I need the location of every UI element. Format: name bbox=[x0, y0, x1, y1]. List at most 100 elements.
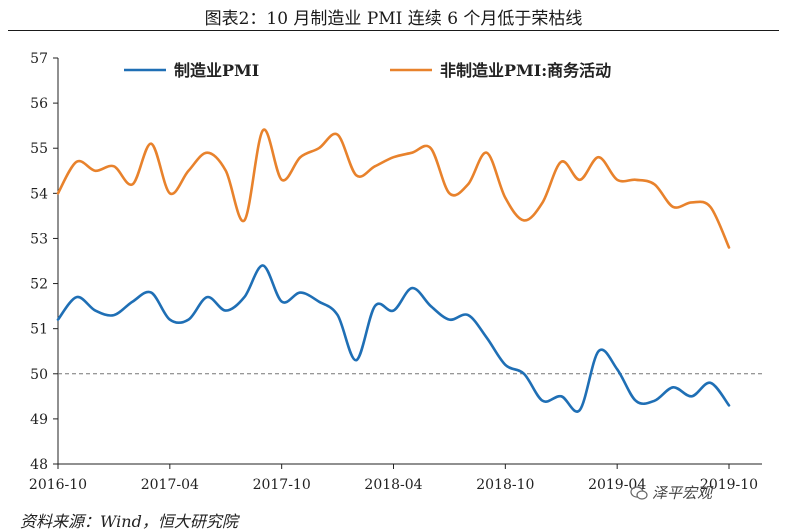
data-point bbox=[280, 300, 282, 302]
data-point bbox=[523, 219, 525, 221]
data-point bbox=[560, 395, 562, 397]
data-point bbox=[579, 179, 581, 181]
y-tick-label: 54 bbox=[30, 186, 48, 202]
data-point bbox=[672, 206, 674, 208]
data-point bbox=[299, 156, 301, 158]
y-tick-label: 48 bbox=[30, 457, 48, 473]
data-point bbox=[169, 192, 171, 194]
data-point bbox=[653, 183, 655, 185]
wechat-icon bbox=[630, 486, 648, 500]
data-point bbox=[206, 152, 208, 154]
data-point bbox=[709, 382, 711, 384]
y-tick-label: 57 bbox=[30, 51, 48, 67]
data-point bbox=[187, 318, 189, 320]
data-point bbox=[280, 179, 282, 181]
data-point bbox=[691, 201, 693, 203]
y-tick-label: 52 bbox=[30, 277, 48, 293]
data-point bbox=[131, 183, 133, 185]
data-point bbox=[579, 409, 581, 411]
manufacturing-pmi-line bbox=[56, 264, 731, 413]
x-tick-label: 2018-04 bbox=[364, 477, 422, 493]
data-point bbox=[653, 400, 655, 402]
data-point bbox=[392, 309, 394, 311]
x-tick-label: 2017-04 bbox=[141, 477, 199, 493]
data-point bbox=[560, 161, 562, 163]
x-tick-label: 2016-10 bbox=[29, 477, 87, 493]
data-point bbox=[374, 165, 376, 167]
data-point bbox=[392, 156, 394, 158]
data-point bbox=[616, 179, 618, 181]
data-point bbox=[336, 133, 338, 135]
x-tick-label: 2019-10 bbox=[700, 477, 758, 493]
data-point bbox=[57, 192, 59, 194]
data-point bbox=[262, 264, 264, 266]
data-point bbox=[467, 314, 469, 316]
data-point bbox=[485, 336, 487, 338]
data-point bbox=[206, 296, 208, 298]
y-tick-label: 50 bbox=[30, 367, 48, 383]
y-tick-label: 55 bbox=[30, 141, 48, 157]
data-point bbox=[541, 201, 543, 203]
data-point bbox=[131, 300, 133, 302]
data-point bbox=[355, 174, 357, 176]
data-point bbox=[709, 206, 711, 208]
data-point bbox=[299, 291, 301, 293]
data-point bbox=[113, 314, 115, 316]
chart-title: 图表2：10 月制造业 PMI 连续 6 个月低于荣枯线 bbox=[204, 9, 583, 29]
data-point bbox=[430, 147, 432, 149]
data-point bbox=[411, 152, 413, 154]
data-point bbox=[485, 152, 487, 154]
data-point bbox=[635, 179, 637, 181]
data-point bbox=[318, 300, 320, 302]
manufacturing-pmi-line-group bbox=[56, 264, 731, 413]
data-point bbox=[411, 287, 413, 289]
data-point bbox=[355, 359, 357, 361]
data-point bbox=[616, 368, 618, 370]
y-tick-label: 53 bbox=[30, 231, 48, 247]
y-tick-label: 51 bbox=[30, 322, 48, 338]
data-point bbox=[691, 395, 693, 397]
legend-label: 制造业PMI bbox=[174, 61, 259, 80]
source-note: 资料来源：Wind，恒大研究院 bbox=[20, 512, 238, 531]
data-point bbox=[225, 170, 227, 172]
data-point bbox=[187, 170, 189, 172]
data-point bbox=[597, 350, 599, 352]
data-point bbox=[430, 305, 432, 307]
watermark: 泽平宏观 bbox=[652, 484, 713, 502]
title-divider bbox=[8, 30, 779, 31]
data-point bbox=[113, 165, 115, 167]
data-point bbox=[94, 170, 96, 172]
data-point bbox=[150, 143, 152, 145]
data-point bbox=[728, 404, 730, 406]
data-point bbox=[635, 400, 637, 402]
data-point bbox=[728, 246, 730, 248]
data-point bbox=[504, 197, 506, 199]
data-point bbox=[150, 291, 152, 293]
data-point bbox=[541, 400, 543, 402]
data-point bbox=[467, 183, 469, 185]
legend-label: 非制造业PMI:商务活动 bbox=[440, 61, 611, 80]
y-tick-label: 49 bbox=[30, 412, 48, 428]
data-point bbox=[75, 161, 77, 163]
x-tick-label: 2018-10 bbox=[476, 477, 534, 493]
data-point bbox=[75, 296, 77, 298]
data-point bbox=[448, 318, 450, 320]
data-point bbox=[169, 318, 171, 320]
data-point bbox=[243, 219, 245, 221]
y-tick-label: 56 bbox=[30, 96, 48, 112]
non-manufacturing-pmi-line bbox=[56, 128, 731, 249]
x-tick-label: 2017-10 bbox=[253, 477, 311, 493]
data-point bbox=[672, 386, 674, 388]
data-point bbox=[448, 192, 450, 194]
data-point bbox=[94, 309, 96, 311]
data-point bbox=[374, 305, 376, 307]
data-point bbox=[57, 318, 59, 320]
data-point bbox=[318, 147, 320, 149]
data-point bbox=[523, 373, 525, 375]
data-point bbox=[262, 129, 264, 131]
data-point bbox=[504, 364, 506, 366]
data-point bbox=[336, 314, 338, 316]
data-point bbox=[243, 296, 245, 298]
non-manufacturing-pmi-line-group bbox=[56, 128, 731, 249]
